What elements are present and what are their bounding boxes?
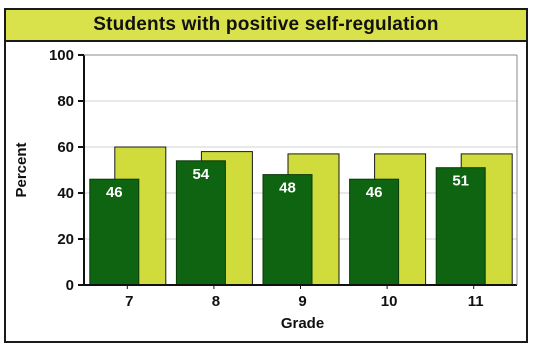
y-tick-label: 0 <box>66 277 74 294</box>
x-axis-title: Grade <box>281 315 324 332</box>
x-tick-label: 9 <box>298 293 306 310</box>
y-tick-label: 100 <box>49 47 74 64</box>
bar-foreground <box>262 174 313 286</box>
x-tick-label: 7 <box>125 293 133 310</box>
x-tick-label: 10 <box>381 293 398 310</box>
y-tick-label: 60 <box>57 139 74 156</box>
bar-data-label: 46 <box>366 184 383 201</box>
x-tick-label: 11 <box>468 293 484 310</box>
bar-data-label: 54 <box>193 166 210 183</box>
axes: 0 20 40 60 80 100 7 8 9 10 11 <box>49 47 518 310</box>
y-tick-label: 40 <box>57 185 74 202</box>
bar-data-label: 46 <box>106 184 123 201</box>
y-tick-label: 80 <box>57 93 74 110</box>
bars: 46 54 48 46 51 <box>89 146 513 286</box>
x-tick-label: 8 <box>212 293 220 310</box>
y-axis-title: Percent <box>13 142 30 197</box>
y-tick-label: 20 <box>57 231 74 248</box>
bar-data-label: 48 <box>279 180 296 197</box>
bar-foreground <box>349 178 400 286</box>
bar-foreground <box>175 160 226 286</box>
chart-title: Students with positive self-regulation <box>93 14 439 35</box>
bar-data-label: 51 <box>452 173 469 190</box>
chart-title-bar: Students with positive self-regulation <box>6 10 526 42</box>
bar-foreground <box>435 167 486 286</box>
